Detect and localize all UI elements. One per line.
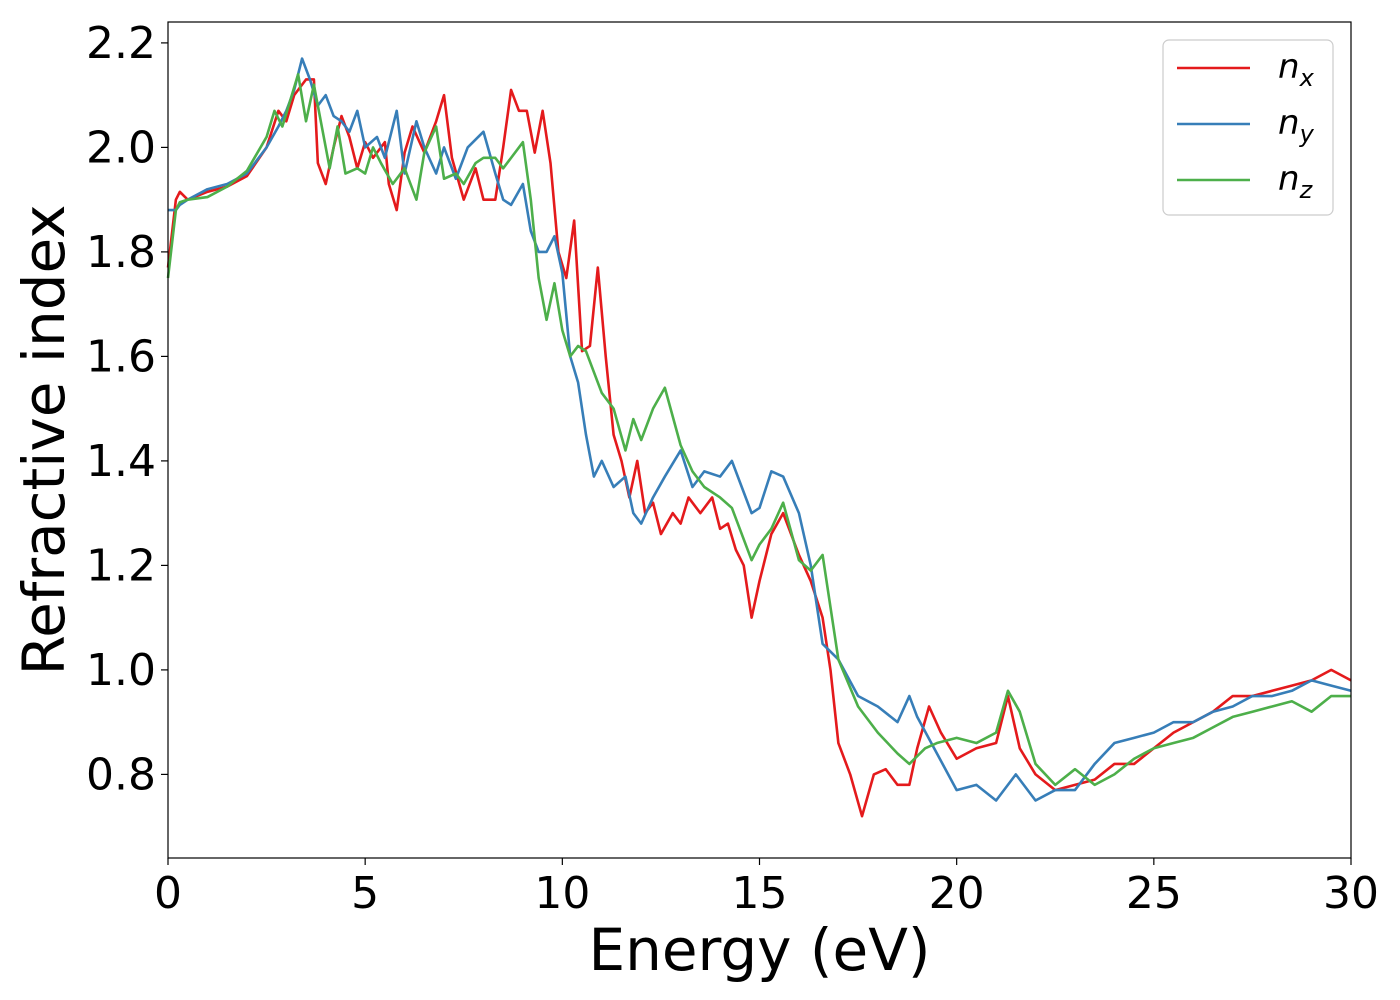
series-line-ny — [168, 57, 1352, 802]
legend-label-nx: nx — [1278, 47, 1315, 92]
y-tick-label: 1.6 — [86, 331, 156, 382]
series-line-nz — [166, 72, 1351, 787]
legend-label-ny: ny — [1278, 103, 1315, 148]
y-axis-title: Refractive index — [10, 204, 78, 675]
y-tick-label: 1.2 — [86, 540, 156, 591]
y-tick-label: 1.4 — [86, 436, 156, 487]
y-tick-label: 2.2 — [86, 18, 156, 69]
x-tick-label: 30 — [1323, 868, 1379, 919]
legend-label-nz: nz — [1278, 159, 1314, 204]
series-line-nx — [166, 78, 1352, 818]
legend: nx ny nz — [1162, 39, 1334, 216]
x-tick-label: 20 — [929, 868, 985, 919]
series-lines — [166, 57, 1352, 818]
x-tick-label: 10 — [534, 868, 590, 919]
legend-box — [1162, 39, 1334, 216]
x-tick-label: 5 — [351, 868, 379, 919]
y-tick-label: 0.8 — [86, 749, 156, 800]
y-tick-label: 2.0 — [86, 122, 156, 173]
x-axis-ticks: 0 5 10 15 20 25 30 — [154, 858, 1379, 919]
x-axis-title: Energy (eV) — [588, 916, 930, 984]
x-tick-label: 25 — [1126, 868, 1182, 919]
y-tick-label: 1.0 — [86, 645, 156, 696]
plot-area — [168, 22, 1351, 858]
y-axis-ticks: 0.8 1.0 1.2 1.4 1.6 1.8 2.0 2.2 — [86, 18, 168, 800]
y-tick-label: 1.8 — [86, 227, 156, 278]
x-tick-label: 0 — [154, 868, 182, 919]
x-tick-label: 15 — [732, 868, 788, 919]
